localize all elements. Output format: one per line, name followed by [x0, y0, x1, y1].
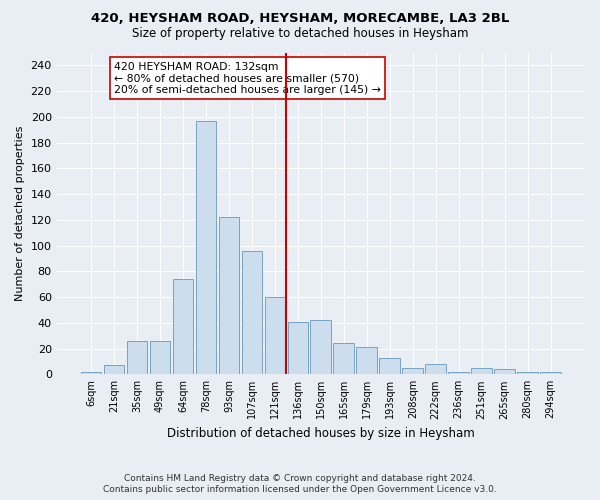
Bar [379, 358, 400, 374]
Text: Contains HM Land Registry data © Crown copyright and database right 2024.
Contai: Contains HM Land Registry data © Crown c… [103, 474, 497, 494]
Bar [448, 372, 469, 374]
Text: Size of property relative to detached houses in Heysham: Size of property relative to detached ho… [132, 28, 468, 40]
Y-axis label: Number of detached properties: Number of detached properties [15, 126, 25, 301]
Text: 420 HEYSHAM ROAD: 132sqm
← 80% of detached houses are smaller (570)
20% of semi-: 420 HEYSHAM ROAD: 132sqm ← 80% of detach… [114, 62, 381, 95]
Bar [472, 368, 492, 374]
Bar [494, 369, 515, 374]
Bar [541, 372, 561, 374]
Bar [287, 322, 308, 374]
Bar [104, 366, 124, 374]
Bar [403, 368, 423, 374]
Bar [242, 250, 262, 374]
Bar [425, 364, 446, 374]
Bar [310, 320, 331, 374]
Bar [149, 341, 170, 374]
Bar [127, 341, 148, 374]
Bar [218, 218, 239, 374]
Bar [517, 372, 538, 374]
Bar [173, 279, 193, 374]
X-axis label: Distribution of detached houses by size in Heysham: Distribution of detached houses by size … [167, 427, 475, 440]
Bar [80, 372, 101, 374]
Bar [334, 344, 354, 374]
Bar [356, 348, 377, 374]
Bar [196, 120, 216, 374]
Bar [265, 297, 285, 374]
Text: 420, HEYSHAM ROAD, HEYSHAM, MORECAMBE, LA3 2BL: 420, HEYSHAM ROAD, HEYSHAM, MORECAMBE, L… [91, 12, 509, 26]
